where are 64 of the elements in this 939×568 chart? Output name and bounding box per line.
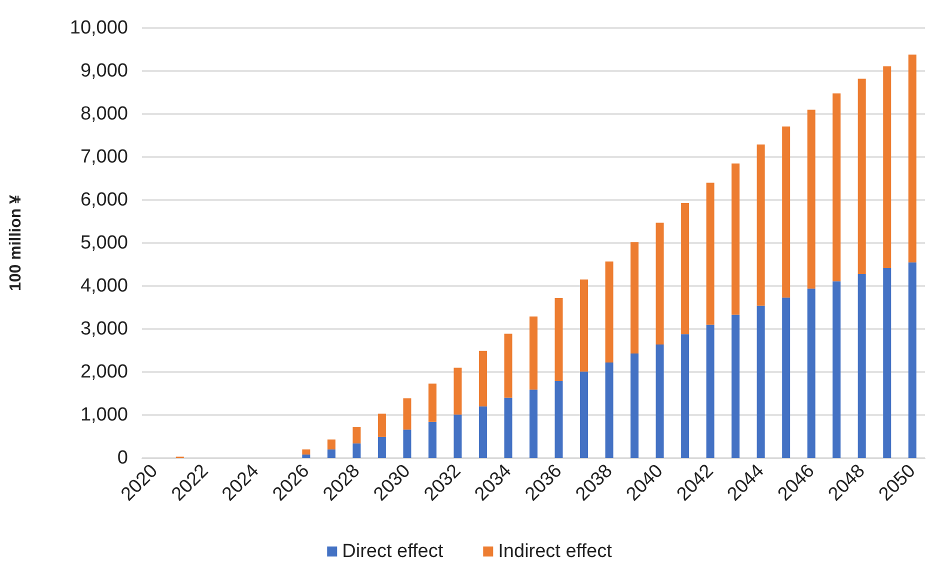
bar — [732, 314, 740, 458]
bar — [478, 350, 487, 406]
bar — [681, 334, 690, 458]
bar — [756, 306, 765, 458]
bar — [454, 414, 462, 458]
bar — [883, 66, 892, 268]
bar — [554, 381, 563, 458]
bar — [454, 368, 462, 415]
y-tick-label: 2,000 — [80, 362, 128, 382]
bar — [908, 262, 916, 458]
legend-label: Indirect effect — [498, 541, 613, 562]
bar — [732, 163, 740, 315]
bar — [630, 354, 639, 458]
bar — [706, 182, 714, 325]
y-tick-label: 7,000 — [80, 146, 128, 168]
bar — [807, 110, 816, 289]
bar — [302, 449, 310, 455]
bar — [478, 406, 487, 458]
y-tick-label: 9,000 — [80, 60, 128, 82]
bar — [630, 242, 639, 354]
bar — [756, 144, 765, 306]
bar — [580, 280, 588, 372]
bar — [327, 440, 336, 450]
bar — [832, 281, 841, 458]
y-axis-title: 100 million ¥ — [8, 194, 24, 292]
y-tick-label: 0 — [117, 448, 128, 468]
bar — [782, 298, 790, 458]
bar — [327, 449, 336, 458]
bar — [403, 398, 412, 430]
bar — [832, 93, 841, 282]
bar — [403, 430, 412, 458]
bar — [554, 298, 563, 382]
y-tick-label: 5,000 — [80, 232, 128, 254]
bar — [428, 384, 436, 422]
bar — [378, 414, 386, 437]
bar — [352, 427, 361, 444]
bar — [378, 436, 386, 458]
y-tick-label: 10,000 — [70, 18, 128, 38]
bar — [656, 222, 664, 344]
bar — [605, 261, 614, 363]
bar — [858, 78, 866, 274]
bar — [580, 372, 588, 458]
bar — [908, 54, 916, 262]
bar — [883, 268, 892, 458]
bar — [681, 203, 690, 334]
y-tick-label: 3,000 — [80, 318, 128, 340]
bar — [428, 422, 436, 458]
bar — [530, 316, 538, 390]
legend-label: Direct effect — [342, 541, 444, 562]
bar — [706, 324, 714, 458]
bar — [782, 126, 790, 298]
y-tick-label: 8,000 — [80, 104, 128, 124]
y-tick-label: 1,000 — [80, 404, 128, 426]
y-tick-label: 6,000 — [80, 190, 128, 210]
bar — [605, 362, 614, 458]
bar — [656, 344, 664, 458]
bar — [302, 454, 310, 458]
bar — [504, 334, 512, 398]
bar — [807, 288, 816, 458]
bar — [504, 398, 512, 458]
bar — [858, 274, 866, 458]
bar — [352, 443, 361, 458]
bar — [530, 390, 538, 458]
y-tick-label: 4,000 — [80, 276, 128, 296]
